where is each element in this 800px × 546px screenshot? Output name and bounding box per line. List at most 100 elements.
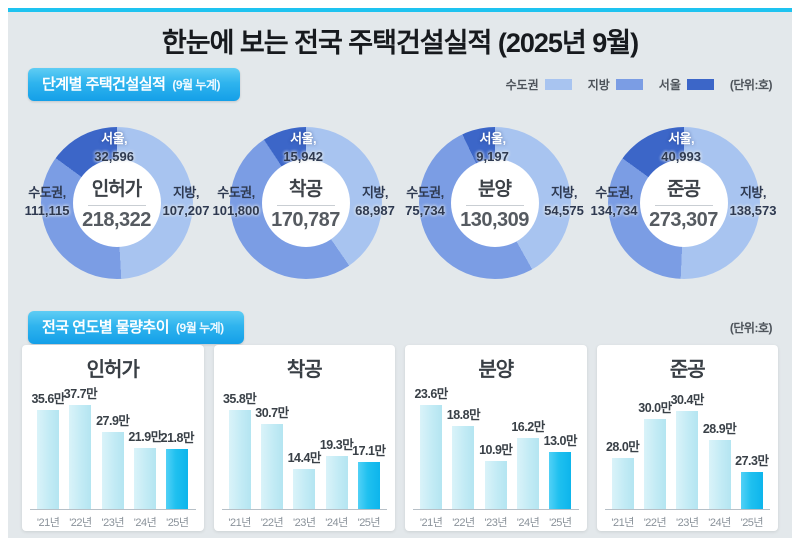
seoul-label: 서울, 9,197: [476, 131, 509, 164]
bar-chart-row: 인허가 35.6만 37.7만 27.9만 21.9만 21.8만 '21년 '…: [22, 345, 778, 531]
donut-col-chakgong: 착공 170,787 서울, 15,942 수도권, 101,800 지방, 6…: [211, 110, 400, 310]
bar: [452, 426, 475, 509]
bar-highlighted: [166, 449, 189, 509]
bar-slot: 28.0만: [606, 383, 640, 509]
sudogwon-label: 수도권, 111,115: [24, 185, 70, 218]
donut-center-inheoga: 인허가 218,322: [72, 159, 161, 247]
donut-total: 170,787: [271, 209, 340, 231]
sudogwon-label: 수도권, 75,734: [405, 185, 445, 218]
donut-center-bunyang: 분양 130,309: [450, 159, 539, 247]
donut-chart-bunyang: 분양 130,309: [418, 127, 571, 279]
jibang-label: 지방, 54,575: [544, 185, 584, 218]
bar-slot: 37.7만: [64, 383, 98, 509]
bar-slot: 27.9만: [96, 383, 130, 509]
bars-area: 35.6만 37.7만 27.9만 21.9만 21.8만: [30, 383, 196, 510]
donut-title: 인허가: [91, 179, 142, 200]
bar: [643, 419, 666, 509]
trend-badge-label: 전국 연도별 물량추이: [42, 319, 170, 336]
legend-label-seoul: 서울: [658, 78, 681, 92]
seoul-label: 서울, 32,596: [94, 131, 134, 164]
bar: [69, 405, 92, 509]
trend-unit-label: (단위:호): [729, 321, 773, 335]
sudogwon-label: 수도권, 134,734: [590, 185, 638, 218]
seoul-label: 서울, 15,942: [283, 131, 323, 164]
bar-card-title: 착공: [286, 359, 323, 381]
bar: [101, 432, 124, 509]
bar-slot: 13.0만: [544, 383, 578, 509]
bar-slot: 17.1만: [352, 383, 386, 509]
bar: [484, 461, 507, 509]
donut-center-jungong: 준공 273,307: [639, 159, 728, 247]
bar: [293, 469, 316, 509]
bar: [37, 410, 60, 509]
trend-badge-sub: (9월 누계): [176, 321, 224, 335]
bar-card-title: 분양: [478, 359, 514, 381]
stage-badge-label: 단계별 주택건설실적: [42, 76, 166, 93]
bar-slot: 21.8만: [161, 383, 195, 509]
donut-title: 분양: [478, 179, 512, 200]
donut-col-inheoga: 인허가 218,322 서울, 32,596 수도권, 111,115 지방, …: [22, 110, 211, 310]
bar-slot: 30.7만: [255, 383, 289, 509]
bar-highlighted: [357, 462, 380, 509]
bars-area: 35.8만 30.7만 14.4만 19.3만 17.1만: [221, 383, 387, 510]
legend-item-sudogwon: 수도권: [506, 76, 572, 93]
legend-swatch-seoul: [686, 79, 714, 90]
bar-slot: 18.8만: [447, 383, 481, 509]
donut-chart-inheoga: 인허가 218,322: [40, 127, 193, 279]
bar-slot: 30.4만: [671, 383, 704, 509]
bar: [228, 410, 251, 509]
main-panel: 한눈에 보는 전국 주택건설실적 (2025년 9월) 단계별 주택건설실적 (…: [8, 12, 792, 538]
sudogwon-label: 수도권, 101,800: [212, 185, 260, 218]
bar-highlighted: [740, 472, 763, 509]
stage-unit-label: (단위:호): [729, 78, 773, 92]
legend-swatch-sudogwon: [544, 79, 572, 90]
donut-chart-chakgong: 착공 170,787: [229, 127, 382, 279]
legend-item-jibang: 지방: [588, 76, 643, 93]
donut-divider: [87, 205, 146, 206]
bar-card-inheoga: 인허가 35.6만 37.7만 27.9만 21.9만 21.8만 '21년 '…: [22, 345, 204, 531]
bar-card-title: 인허가: [86, 359, 140, 381]
year-axis: '21년 '22년 '23년 '24년 '25년: [36, 517, 189, 529]
jibang-label: 지방, 138,573: [729, 185, 777, 218]
bar: [708, 440, 731, 509]
legend-swatch-jibang: [615, 79, 643, 90]
bar-slot: 35.6만: [31, 383, 65, 509]
trend-section-badge: 전국 연도별 물량추이 (9월 누계): [28, 311, 244, 344]
donut-total: 273,307: [649, 209, 718, 231]
donut-center-chakgong: 착공 170,787: [261, 159, 350, 247]
donut-chart-jungong: 준공 273,307: [607, 127, 760, 279]
page-title: 한눈에 보는 전국 주택건설실적 (2025년 9월): [161, 28, 639, 58]
donut-chart-row: 인허가 218,322 서울, 32,596 수도권, 111,115 지방, …: [22, 110, 778, 310]
year-axis: '21년 '22년 '23년 '24년 '25년: [228, 517, 381, 529]
donut-divider: [276, 205, 335, 206]
donut-total: 218,322: [82, 209, 151, 231]
bar-card-chakgong: 착공 35.8만 30.7만 14.4만 19.3만 17.1만 '21년 '2…: [213, 345, 395, 531]
year-axis: '21년 '22년 '23년 '24년 '25년: [419, 517, 572, 529]
bar: [325, 456, 348, 509]
seoul-label: 서울, 40,993: [661, 131, 701, 164]
stage-badge-sub: (9월 누계): [172, 78, 220, 92]
top-accent-line: [8, 8, 792, 12]
bar-slot: 16.2만: [511, 383, 545, 509]
jibang-label: 지방, 107,207: [162, 185, 210, 218]
bar-slot: 14.4만: [288, 383, 321, 509]
legend-label-jibang: 지방: [587, 78, 610, 92]
bar-slot: 35.8만: [223, 383, 257, 509]
bar: [260, 424, 283, 509]
bar-slot: 28.9만: [703, 383, 737, 509]
trend-section-header: 전국 연도별 물량추이 (9월 누계) (단위:호): [28, 311, 773, 344]
bar: [676, 411, 699, 509]
donut-col-bunyang: 분양 130,309 서울, 9,197 수도권, 75,734 지방, 54,…: [400, 110, 589, 310]
bar-slot: 30.0만: [638, 383, 672, 509]
bar-slot: 10.9만: [479, 383, 513, 509]
bar: [517, 438, 540, 509]
bar-card-jungong: 준공 28.0만 30.0만 30.4만 28.9만 27.3만 '21년 '2…: [596, 345, 778, 531]
legend-item-seoul: 서울: [659, 76, 714, 93]
bar: [611, 458, 634, 509]
stage-section-header: 단계별 주택건설실적 (9월 누계) 수도권 지방 서울 (단위:호): [28, 68, 773, 101]
bars-area: 23.6만 18.8만 10.9만 16.2만 13.0만: [413, 383, 579, 510]
bar-slot: 21.9만: [128, 383, 162, 509]
donut-title: 착공: [289, 179, 323, 200]
jibang-label: 지방, 68,987: [355, 185, 395, 218]
